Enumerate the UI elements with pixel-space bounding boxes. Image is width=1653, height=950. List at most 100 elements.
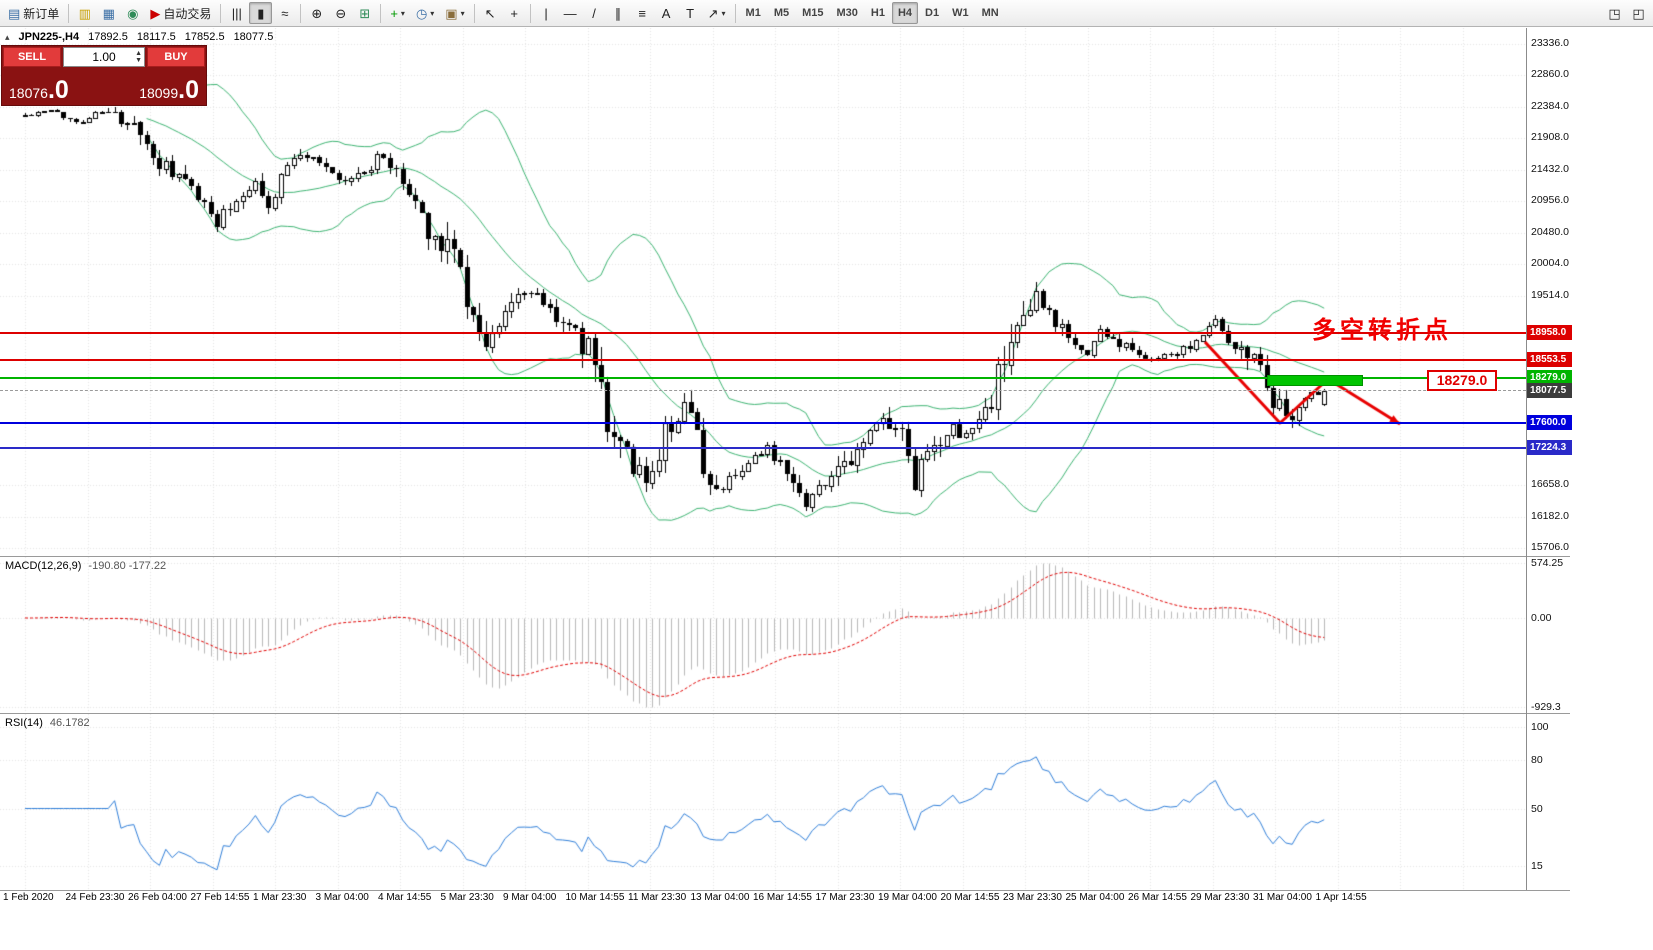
time-axis-label: 20 Mar 14:55 bbox=[940, 892, 1000, 903]
fibonacci-button[interactable]: ≡ bbox=[631, 2, 654, 24]
time-axis-label: 5 Mar 23:30 bbox=[440, 892, 494, 903]
data-window-icon: ▦ bbox=[102, 5, 115, 21]
macd-values: -190.80 -177.22 bbox=[88, 560, 167, 572]
price-axis-tag: 18279.0 bbox=[1527, 370, 1572, 385]
horizontal-line-button[interactable]: — bbox=[559, 2, 582, 24]
volume-down-icon[interactable]: ▼ bbox=[135, 57, 142, 64]
timeframe-m30-button[interactable]: M30 bbox=[831, 2, 864, 24]
price-axis-label: 16658.0 bbox=[1531, 478, 1569, 490]
vertical-line-button[interactable]: | bbox=[535, 2, 558, 24]
time-axis-label: 26 Mar 14:55 bbox=[1128, 892, 1187, 903]
bar-chart-icon: ||| bbox=[231, 5, 242, 21]
auto-trading-button[interactable]: ▶ 自动交易 bbox=[145, 2, 216, 24]
restore-window-button[interactable]: ◳ bbox=[1603, 2, 1626, 24]
time-axis-label: 26 Feb 04:00 bbox=[128, 892, 187, 903]
ohlc-high: 18117.5 bbox=[136, 31, 176, 43]
timeframe-mn-button[interactable]: MN bbox=[976, 2, 1005, 24]
equidistant-channel-icon: ∥ bbox=[614, 5, 622, 21]
periods-button[interactable]: ◷ ▾ bbox=[411, 2, 439, 24]
price-axis-tag: 18958.0 bbox=[1527, 325, 1572, 340]
buy-button[interactable]: BUY bbox=[147, 47, 205, 67]
zoom-out-button[interactable]: ⊖ bbox=[329, 2, 352, 24]
zoom-in-icon: ⊕ bbox=[311, 5, 323, 21]
new-order-button[interactable]: ▤ 新订单 bbox=[3, 2, 64, 24]
price-axis-label: 16182.0 bbox=[1531, 510, 1569, 522]
periods-caret-icon[interactable]: ▾ bbox=[430, 8, 435, 18]
market-watch-button[interactable]: ▥ bbox=[73, 2, 96, 24]
price-axis-label: 19514.0 bbox=[1531, 289, 1569, 301]
candlestick-chart-button[interactable]: ▮ bbox=[249, 2, 273, 24]
symbol-name: JPN225-,H4 bbox=[18, 31, 80, 43]
bar-chart-button[interactable]: ||| bbox=[225, 2, 248, 24]
toolbar-separator bbox=[529, 3, 531, 23]
timeframe-w1-button[interactable]: W1 bbox=[946, 2, 975, 24]
price-chart-canvas[interactable] bbox=[0, 28, 1526, 556]
macd-label: MACD(12,26,9) bbox=[5, 560, 82, 572]
text-icon: A bbox=[661, 5, 671, 21]
time-axis-label: 24 Feb 23:30 bbox=[65, 892, 125, 903]
timeframe-h4-button[interactable]: H4 bbox=[891, 2, 919, 24]
zoom-in-button[interactable]: ⊕ bbox=[305, 2, 328, 24]
candlestick-chart-icon: ▮ bbox=[257, 5, 265, 21]
templates-button[interactable]: ▣ ▾ bbox=[440, 2, 469, 24]
price-callout[interactable]: 18279.0 bbox=[1427, 370, 1497, 391]
time-axis-label: 31 Mar 04:00 bbox=[1253, 892, 1312, 903]
time-axis-label: 4 Mar 14:55 bbox=[378, 892, 432, 903]
indicators-button[interactable]: + ▾ bbox=[385, 2, 410, 24]
pane-divider[interactable] bbox=[0, 713, 1570, 714]
new-order-icon: ▤ bbox=[8, 5, 21, 21]
annotation-text[interactable]: 多空转折点 bbox=[1312, 317, 1452, 344]
timeframe-m5-button[interactable]: M5 bbox=[768, 2, 795, 24]
line-chart-button[interactable]: ≈ bbox=[273, 2, 296, 24]
zoom-out-icon: ⊖ bbox=[335, 5, 347, 21]
ohlc-low: 17852.5 bbox=[184, 31, 225, 43]
text-button[interactable]: A bbox=[655, 2, 678, 24]
periods-icon: ◷ bbox=[415, 5, 428, 21]
time-axis-label: 25 Mar 04:00 bbox=[1065, 892, 1125, 903]
price-axis-label: 22384.0 bbox=[1531, 100, 1569, 112]
time-axis-label: 1 Feb 2020 bbox=[3, 892, 54, 903]
equidistant-channel-button[interactable]: ∥ bbox=[607, 2, 630, 24]
price-axis-tag: 17224.3 bbox=[1527, 440, 1572, 455]
timeframe-m15-button[interactable]: M15 bbox=[796, 2, 829, 24]
strategy-tester-button[interactable]: ◉ bbox=[121, 2, 144, 24]
timeframe-d1-button[interactable]: D1 bbox=[919, 2, 945, 24]
toolbar: ▤ 新订单 ▥ ▦ ◉ ▶ 自动交易 ||| ▮ ≈ ⊕ ⊖ ⊞ + ▾ ◷ ▾ ▣ ▾ ↖ + | — / ∥ ≡ A T ↗ ▾ M1 M… bbox=[0, 0, 1653, 27]
macd-pane-canvas[interactable] bbox=[0, 557, 1526, 713]
pane-divider[interactable] bbox=[0, 556, 1570, 557]
cursor-button[interactable]: ↖ bbox=[479, 2, 502, 24]
buy-price-main: 18099 bbox=[139, 84, 179, 101]
crosshair-button[interactable]: + bbox=[503, 2, 526, 24]
more-tools-button[interactable]: ◰ bbox=[1627, 2, 1650, 24]
volume-input[interactable]: 1.00 ▲ ▼ bbox=[63, 47, 145, 67]
line-chart-icon: ≈ bbox=[281, 5, 289, 21]
restore-window-icon: ◳ bbox=[1608, 5, 1621, 21]
time-axis-label: 10 Mar 14:55 bbox=[565, 892, 625, 903]
buy-price: 18099 .0 bbox=[139, 77, 199, 102]
time-axis-label: 29 Mar 23:30 bbox=[1190, 892, 1250, 903]
price-axis-tag: 17600.0 bbox=[1527, 415, 1572, 430]
toolbar-separator bbox=[473, 3, 475, 23]
tile-windows-button[interactable]: ⊞ bbox=[353, 2, 376, 24]
text-label-button[interactable]: T bbox=[679, 2, 702, 24]
timeframe-h1-button[interactable]: H1 bbox=[865, 2, 891, 24]
pane-divider bbox=[0, 890, 1570, 891]
rsi-pane-canvas[interactable] bbox=[0, 714, 1526, 890]
ohlc-close: 18077.5 bbox=[233, 31, 274, 43]
arrows-caret-icon[interactable]: ▾ bbox=[721, 8, 726, 18]
price-axis-tag: 18077.5 bbox=[1527, 383, 1572, 398]
volume-up-icon[interactable]: ▲ bbox=[135, 50, 142, 57]
trendline-button[interactable]: / bbox=[583, 2, 606, 24]
arrows-button[interactable]: ↗ ▾ bbox=[703, 2, 731, 24]
price-axis-label: 20004.0 bbox=[1531, 257, 1569, 269]
indicators-caret-icon[interactable]: ▾ bbox=[400, 8, 405, 18]
timeframe-m1-button[interactable]: M1 bbox=[740, 2, 767, 24]
templates-caret-icon[interactable]: ▾ bbox=[460, 8, 465, 18]
toolbar-separator bbox=[68, 3, 70, 23]
sell-button[interactable]: SELL bbox=[3, 47, 61, 67]
time-axis-label: 13 Mar 04:00 bbox=[690, 892, 750, 903]
data-window-button[interactable]: ▦ bbox=[97, 2, 120, 24]
new-order-label: 新订单 bbox=[23, 6, 60, 21]
one-click-trading-panel: SELL 1.00 ▲ ▼ BUY 18076 .0 18099 .0 bbox=[1, 45, 207, 106]
market-watch-icon: ▥ bbox=[78, 5, 91, 21]
